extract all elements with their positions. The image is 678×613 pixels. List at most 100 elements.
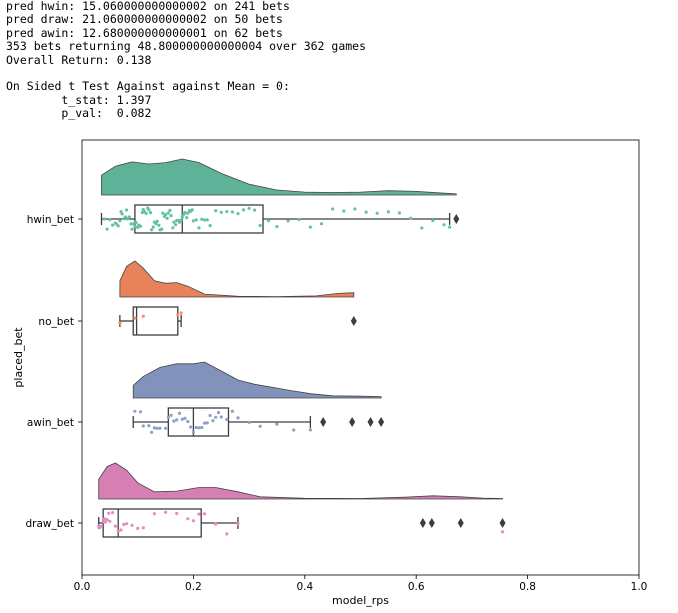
strip-point-awin_bet: [175, 418, 179, 422]
strip-point-hwin_bet: [186, 211, 190, 215]
strip-point-hwin_bet: [275, 225, 279, 229]
strip-point-awin_bet: [189, 425, 193, 429]
strip-point-hwin_bet: [319, 222, 324, 226]
strip-point-hwin_bet: [214, 209, 218, 213]
strip-point-hwin_bet: [364, 210, 368, 214]
strip-point-awin_bet: [141, 424, 145, 428]
strip-point-draw_bet: [186, 517, 190, 521]
box-awin_bet: [167, 407, 230, 437]
y-tick-label: awin_bet: [27, 417, 74, 429]
strip-point-awin_bet: [191, 430, 195, 434]
strip-point-no_bet: [118, 321, 122, 325]
strip-point-hwin_bet: [353, 207, 357, 211]
strip-point-awin_bet: [147, 424, 151, 428]
strip-point-hwin_bet: [105, 227, 109, 231]
strip-point-hwin_bet: [236, 212, 240, 216]
strip-point-awin_bet: [194, 425, 198, 430]
density-cloud-awin_bet: [132, 361, 382, 399]
outlier-awin_bet: [378, 417, 385, 427]
strip-points: [97, 206, 505, 536]
outlier-awin_bet: [367, 417, 374, 427]
strip-point-hwin_bet: [409, 216, 413, 220]
y-tick-label: draw_bet: [26, 518, 75, 530]
strip-point-draw_bet: [113, 524, 117, 528]
strip-point-hwin_bet: [161, 211, 165, 215]
strip-point-hwin_bet: [134, 220, 138, 225]
density-cloud-no_bet: [119, 260, 355, 298]
x-axis: 0.0 0.2 0.4 0.6 0.8 1.0: [74, 575, 647, 593]
strip-point-draw_bet: [108, 519, 112, 523]
strip-point-awin_bet: [150, 430, 154, 434]
outlier-draw_bet: [419, 518, 426, 528]
strip-point-hwin_bet: [171, 226, 175, 230]
console-line: pred draw: 21.060000000000002 on 50 bets: [6, 12, 283, 27]
strip-point-draw_bet: [105, 518, 109, 522]
strip-point-draw_bet: [125, 522, 129, 526]
strip-point-hwin_bet: [208, 224, 212, 228]
x-tick-label: 0.4: [296, 581, 313, 593]
strip-point-hwin_bet: [442, 223, 446, 227]
strip-point-hwin_bet: [420, 226, 424, 230]
outlier-draw_bet: [499, 518, 506, 528]
strip-point-hwin_bet: [133, 224, 137, 228]
strip-point-hwin_bet: [241, 208, 246, 212]
strip-point-hwin_bet: [111, 223, 115, 227]
strip-point-hwin_bet: [225, 210, 229, 214]
x-axis-label: model_rps: [332, 594, 389, 607]
strip-point-awin_bet: [133, 409, 137, 413]
strip-point-awin_bet: [152, 426, 156, 430]
strip-point-awin_bet: [225, 417, 229, 422]
strip-point-awin_bet: [216, 411, 221, 415]
strip-point-hwin_bet: [308, 225, 312, 229]
strip-point-awin_bet: [186, 419, 190, 424]
strip-point-hwin_bet: [179, 218, 183, 222]
strip-point-draw_bet: [103, 520, 107, 524]
x-tick-label: 0.6: [408, 581, 425, 593]
strip-point-draw_bet: [107, 511, 111, 515]
strip-point-awin_bet: [211, 419, 215, 423]
strip-point-no_bet: [179, 311, 183, 315]
console-line: t_stat: 1.397: [6, 92, 152, 107]
y-axis-label: placed_bet: [12, 327, 25, 388]
y-tick-label: hwin_bet: [27, 214, 74, 226]
strip-point-hwin_bet: [267, 219, 271, 223]
strip-point-hwin_bet: [155, 219, 159, 223]
strip-point-hwin_bet: [197, 226, 201, 230]
strip-point-hwin_bet: [120, 212, 124, 216]
strip-point-hwin_bet: [125, 208, 129, 212]
strip-point-hwin_bet: [185, 216, 189, 220]
box-plots: [98, 204, 506, 538]
strip-point-awin_bet: [172, 419, 176, 423]
console-line: Overall Return: 0.138: [6, 52, 152, 67]
strip-point-hwin_bet: [108, 218, 112, 222]
strip-point-hwin_bet: [258, 223, 262, 228]
strip-point-hwin_bet: [164, 213, 168, 217]
outlier-awin_bet: [320, 417, 327, 427]
strip-point-awin_bet: [200, 425, 204, 430]
strip-point-hwin_bet: [127, 215, 131, 219]
density-clouds: [98, 158, 503, 500]
strip-point-hwin_bet: [169, 214, 173, 218]
strip-point-hwin_bet: [160, 227, 164, 231]
strip-point-awin_bet: [292, 428, 296, 432]
strip-point-awin_bet: [208, 413, 212, 418]
x-tick-label: 0.8: [519, 581, 536, 593]
box-no_bet: [132, 306, 179, 336]
x-tick-label: 0.0: [74, 581, 91, 593]
strip-point-awin_bet: [183, 416, 187, 420]
strip-point-awin_bet: [177, 411, 182, 415]
strip-point-awin_bet: [230, 409, 234, 413]
strip-point-hwin_bet: [165, 216, 169, 220]
strip-point-no_bet: [176, 313, 180, 317]
strip-point-hwin_bet: [144, 211, 148, 215]
strip-point-hwin_bet: [230, 210, 234, 214]
strip-point-hwin_bet: [154, 222, 158, 226]
y-tick-label: no_bet: [38, 316, 74, 328]
strip-point-draw_bet: [122, 522, 126, 527]
outlier-draw_bet: [457, 518, 464, 528]
strip-point-hwin_bet: [386, 210, 390, 214]
strip-point-hwin_bet: [148, 211, 153, 215]
strip-point-hwin_bet: [123, 215, 127, 219]
density-cloud-hwin_bet: [101, 158, 457, 196]
